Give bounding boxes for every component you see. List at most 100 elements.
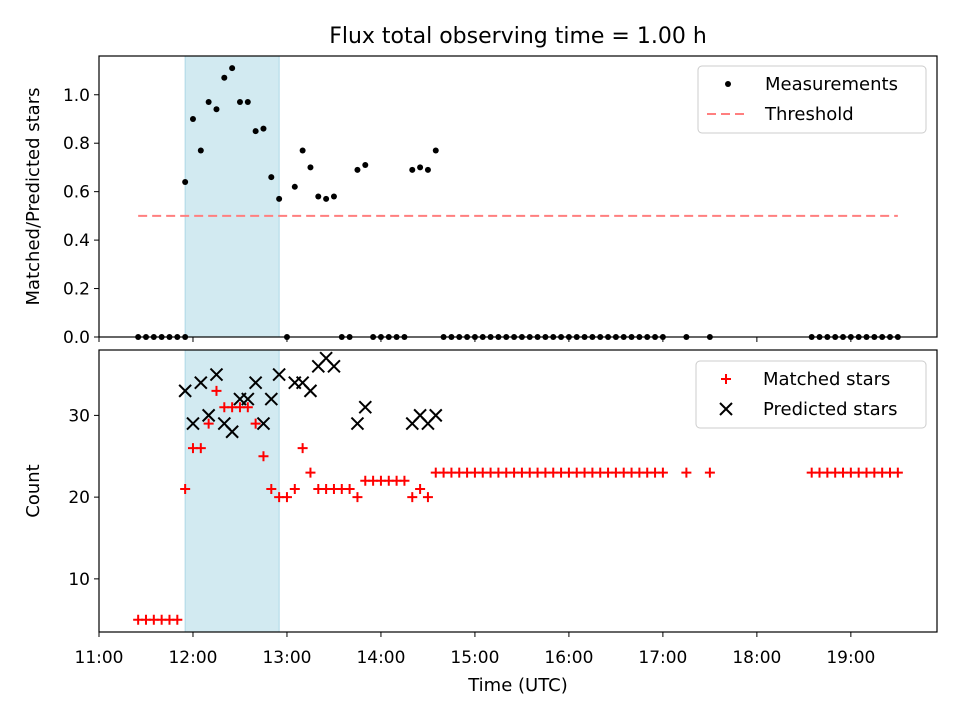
x-tick-label: 12:00 <box>168 648 217 668</box>
matched-star-point <box>344 483 355 494</box>
y-tick-label: 10 <box>68 570 90 590</box>
top-observing-window-shade <box>184 55 280 338</box>
matched-star-point <box>195 443 206 454</box>
measurement-point <box>236 99 243 106</box>
y-tick-label: 30 <box>68 406 90 426</box>
matched-star-point <box>281 492 292 503</box>
measurement-point <box>291 183 298 190</box>
measurement-point <box>362 162 369 169</box>
top-plot-frame <box>98 55 938 338</box>
measurement-point <box>244 99 251 106</box>
legend-measurements-marker <box>725 81 731 87</box>
measurement-point <box>409 166 416 173</box>
bottom-x-axis-label: Time (UTC) <box>467 675 568 696</box>
top-y-axis-ticks: 0.0 0.2 0.4 0.6 0.8 1.0 <box>63 86 99 348</box>
y-tick-label: 0.6 <box>63 183 90 203</box>
predicted-star-point <box>178 384 192 398</box>
matched-star-point <box>657 467 668 478</box>
x-tick-label: 14:00 <box>356 648 405 668</box>
predicted-star-point <box>241 392 255 406</box>
matched-star-point <box>297 443 308 454</box>
predicted-star-point <box>303 384 318 398</box>
x-tick-label: 11:00 <box>75 648 124 668</box>
x-tick-label: 17:00 <box>638 648 687 668</box>
predicted-star-point <box>248 375 263 390</box>
matched-star-point <box>422 492 433 503</box>
bottom-x-axis-ticks: 11:00 12:00 13:00 14:00 15:00 16:00 17:00 18:00… <box>75 632 875 668</box>
bottom-marks <box>133 351 903 625</box>
x-tick-label: 18:00 <box>732 648 781 668</box>
measurement-point <box>432 147 439 154</box>
bottom-legend: Matched stars Predicted stars <box>695 360 927 429</box>
predicted-star-point <box>264 392 279 406</box>
matched-star-point <box>258 451 269 462</box>
measurement-point <box>268 174 275 181</box>
bottom-observing-window-shade <box>184 349 280 633</box>
predicted-star-point <box>350 416 365 431</box>
x-tick-label: 16:00 <box>544 648 593 668</box>
predicted-star-point <box>272 367 286 382</box>
matched-star-point <box>250 418 261 429</box>
matched-star-point <box>892 467 903 478</box>
y-tick-label: 20 <box>68 488 90 508</box>
predicted-star-point <box>209 367 224 382</box>
measurement-point <box>221 74 228 81</box>
matched-star-point <box>203 418 214 429</box>
predicted-star-point <box>327 359 341 374</box>
matched-star-point <box>172 614 183 625</box>
predicted-star-point <box>186 416 200 431</box>
matched-star-point <box>704 467 715 478</box>
matched-star-point <box>242 402 253 413</box>
legend-threshold-label: Threshold <box>764 104 854 125</box>
chart-title: Flux total observing time = 1.00 h <box>329 24 707 49</box>
measurement-point <box>252 128 259 135</box>
measurement-point <box>205 99 212 106</box>
matched-star-point <box>681 467 692 478</box>
measurement-point <box>189 115 196 122</box>
measurement-point <box>323 195 330 202</box>
matched-star-point <box>399 475 410 486</box>
x-tick-label: 13:00 <box>262 648 311 668</box>
matched-star-point <box>289 483 300 494</box>
x-tick-label: 15:00 <box>450 648 499 668</box>
predicted-star-point <box>201 408 216 423</box>
legend-box <box>695 360 927 429</box>
measurement-point <box>197 147 204 154</box>
measurement-point <box>417 164 424 171</box>
measurement-point <box>315 193 322 200</box>
x-tick-label: 19:00 <box>826 648 875 668</box>
matched-star-point <box>407 492 418 503</box>
measurement-point <box>182 178 189 185</box>
measurement-point <box>229 65 236 72</box>
measurement-point <box>330 193 337 200</box>
predicted-star-point <box>256 416 271 431</box>
top-legend: Measurements Threshold <box>697 65 927 134</box>
matched-star-point <box>211 385 222 396</box>
measurement-point <box>307 164 314 171</box>
matched-star-point <box>266 483 277 494</box>
measurement-point <box>299 147 306 154</box>
predicted-star-point <box>358 400 372 414</box>
matched-star-point <box>352 492 363 503</box>
top-y-axis-label: Matched/Predicted stars <box>23 88 44 306</box>
measurement-point <box>424 166 431 173</box>
measurement-point <box>260 125 267 132</box>
y-tick-label: 0.2 <box>63 280 90 300</box>
legend-measurements-label: Measurements <box>765 74 898 95</box>
y-tick-label: 0.0 <box>63 328 90 348</box>
legend-matched-label: Matched stars <box>763 369 890 390</box>
bottom-y-axis-label: Count <box>23 464 44 517</box>
predicted-star-point <box>225 425 239 439</box>
measurement-point <box>276 195 283 202</box>
y-tick-label: 0.4 <box>63 231 90 251</box>
measurement-point <box>213 106 220 113</box>
matched-star-point <box>180 483 191 494</box>
y-tick-label: 0.8 <box>63 134 90 154</box>
bottom-y-axis-ticks: 10 20 30 <box>68 406 99 590</box>
top-x-axis-ticks <box>98 337 852 342</box>
legend-matched-marker <box>721 374 731 384</box>
matched-star-point <box>415 483 426 494</box>
measurement-point <box>354 166 361 173</box>
legend-predicted-label: Predicted stars <box>763 399 897 420</box>
